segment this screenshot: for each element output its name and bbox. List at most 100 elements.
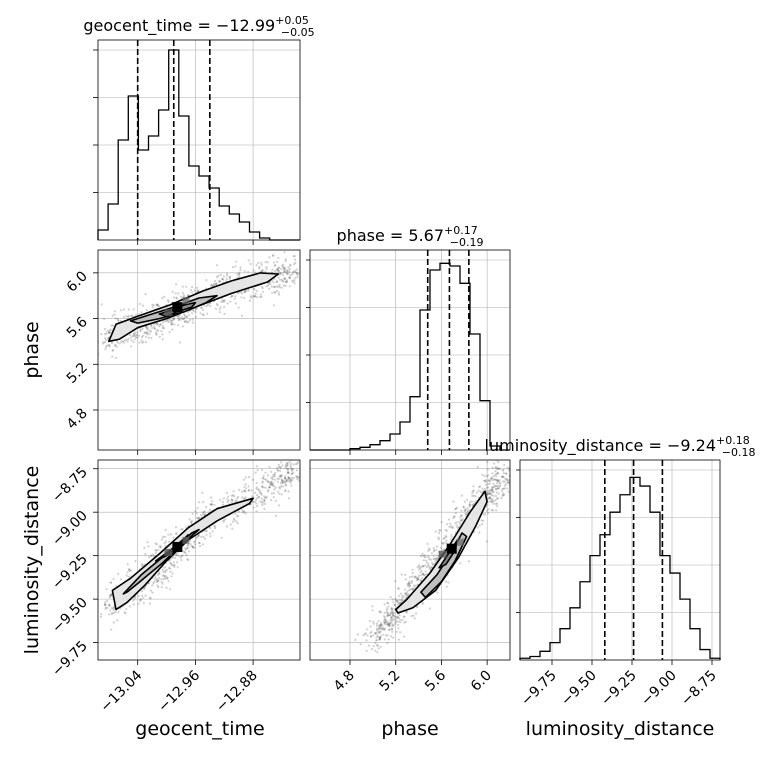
sample-point xyxy=(94,346,96,348)
sample-point xyxy=(111,314,114,317)
sample-point xyxy=(285,465,288,468)
sample-point xyxy=(442,548,445,551)
sample-point xyxy=(183,316,186,319)
sample-point xyxy=(281,481,284,484)
sample-point xyxy=(292,280,295,283)
sample-point xyxy=(107,344,110,347)
sample-point xyxy=(283,481,286,484)
sample-point xyxy=(385,611,388,614)
sample-point xyxy=(223,299,226,302)
sample-point xyxy=(380,624,384,627)
sample-point xyxy=(130,314,134,317)
sample-point xyxy=(288,276,291,279)
sample-point xyxy=(100,332,103,336)
sample-point xyxy=(230,501,233,504)
sample-point xyxy=(436,557,439,560)
sample-point xyxy=(188,318,191,322)
sample-point xyxy=(161,582,164,585)
sample-point xyxy=(491,509,495,512)
sample-point xyxy=(240,490,244,493)
sample-point xyxy=(387,605,390,608)
sample-point xyxy=(503,480,506,483)
sample-point xyxy=(273,473,276,476)
sample-point xyxy=(386,609,389,612)
sample-point xyxy=(146,333,149,336)
sample-point xyxy=(237,514,240,518)
sample-point xyxy=(263,499,266,502)
sample-point xyxy=(243,290,247,293)
sample-point xyxy=(169,321,173,324)
sample-point xyxy=(189,288,192,292)
sample-point xyxy=(202,313,205,316)
sample-point xyxy=(228,275,231,279)
sample-point xyxy=(206,304,209,307)
sample-point xyxy=(460,518,463,522)
sample-point xyxy=(394,620,397,624)
sample-point xyxy=(468,501,471,504)
sample-point xyxy=(507,469,510,472)
sample-point xyxy=(260,261,263,264)
sample-point xyxy=(120,340,123,343)
sample-point xyxy=(160,580,163,584)
sample-point xyxy=(273,291,277,294)
sample-point xyxy=(388,614,391,617)
sample-point xyxy=(384,617,387,621)
sample-point xyxy=(453,515,456,518)
sample-point xyxy=(203,510,206,513)
sample-point xyxy=(169,567,172,570)
sample-point xyxy=(268,465,271,469)
sample-point xyxy=(279,272,283,275)
sample-point xyxy=(388,628,391,632)
sample-point xyxy=(257,495,260,498)
sample-point xyxy=(263,507,266,510)
sample-point xyxy=(415,579,418,582)
sample-point xyxy=(486,461,489,464)
sample-point xyxy=(466,509,469,512)
sample-point xyxy=(421,573,424,576)
sample-point xyxy=(496,487,499,490)
sample-point xyxy=(236,515,239,518)
sample-point xyxy=(278,469,282,473)
sample-point xyxy=(375,622,378,625)
sample-point xyxy=(240,314,243,317)
sample-point xyxy=(184,551,187,555)
sample-point xyxy=(145,309,148,312)
sample-point xyxy=(432,550,436,553)
sample-point xyxy=(288,457,290,459)
sample-point xyxy=(413,586,416,589)
sample-point xyxy=(276,268,279,271)
sample-point xyxy=(205,305,208,308)
sample-point xyxy=(394,580,397,583)
sample-point xyxy=(231,499,234,502)
sample-point xyxy=(140,311,143,314)
sample-point xyxy=(177,318,180,321)
sample-point xyxy=(403,588,406,591)
sample-point xyxy=(287,266,290,269)
sample-point xyxy=(485,491,488,494)
sample-point xyxy=(158,545,161,548)
sample-point xyxy=(268,486,271,489)
sample-point xyxy=(270,470,273,473)
sample-point xyxy=(377,620,380,623)
sample-point xyxy=(496,497,499,500)
sample-point xyxy=(119,319,122,322)
sample-point xyxy=(148,602,152,605)
sample-point xyxy=(381,626,384,629)
sample-point xyxy=(209,527,212,530)
sample-point xyxy=(461,519,464,523)
sample-point xyxy=(242,478,245,481)
sample-point xyxy=(190,291,194,294)
sample-point xyxy=(147,556,151,559)
sample-point xyxy=(226,302,229,305)
sample-point xyxy=(264,261,267,264)
density-cell xyxy=(438,550,447,558)
sample-point xyxy=(215,282,218,285)
sample-point xyxy=(103,317,106,320)
sample-point xyxy=(436,591,439,594)
sample-point xyxy=(213,524,216,527)
sample-point xyxy=(254,491,257,494)
sample-point xyxy=(472,503,475,506)
sample-point xyxy=(165,569,168,572)
x-tick-label-luminosity_distance: −9.75 xyxy=(518,668,560,710)
sample-point xyxy=(282,479,285,483)
